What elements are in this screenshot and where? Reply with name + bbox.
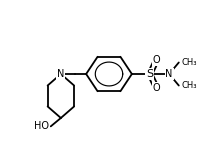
Text: N: N [57, 69, 65, 79]
Text: N: N [165, 69, 173, 79]
Text: O: O [153, 83, 160, 93]
Text: O: O [153, 55, 160, 65]
Text: HO: HO [34, 121, 49, 131]
Text: CH₃: CH₃ [182, 81, 197, 90]
Text: S: S [146, 69, 153, 79]
Text: CH₃: CH₃ [182, 58, 197, 67]
